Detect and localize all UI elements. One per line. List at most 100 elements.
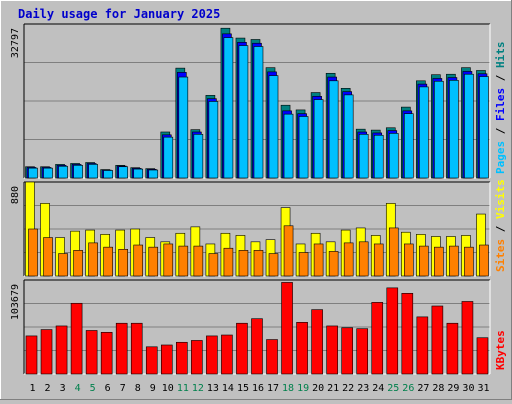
bar-pages: [88, 164, 98, 179]
chart-panels: 32797 Pages / Files / Hits 880 Sites / Visi…: [10, 23, 507, 375]
x-tick-label: 21: [327, 383, 339, 394]
x-tick-label: 3: [60, 383, 66, 394]
y-axis-max-label: 103679: [10, 284, 21, 320]
bar-sites: [238, 250, 249, 277]
bar-pages: [43, 167, 53, 179]
x-tick-label: 9: [150, 383, 156, 394]
bar-kbytes: [145, 346, 158, 375]
bar-sites: [268, 253, 279, 277]
right-legend: Sites / Visits: [494, 179, 507, 272]
bar-sites: [253, 250, 264, 277]
bar-kbytes: [401, 293, 414, 375]
bar-sites: [343, 242, 354, 277]
bar-pages: [178, 76, 189, 179]
bar-kbytes: [70, 302, 83, 375]
x-axis-labels: 1 2 3 4 5 6 7 8 9 10 11 12 13 14 15 16 17 18 19 20 21 22 23 24 2…: [30, 383, 490, 394]
bar-pages: [449, 80, 459, 179]
x-tick-label: 13: [207, 383, 219, 394]
bar-kbytes: [160, 344, 173, 375]
bar-kbytes: [326, 325, 338, 375]
bar-sites: [404, 243, 414, 277]
bar-sites: [193, 245, 204, 277]
bar-kbytes: [281, 282, 293, 375]
bar-pages: [313, 99, 324, 179]
x-tick-label: 17: [267, 383, 279, 394]
x-tick-label: 31: [477, 383, 489, 394]
bar-kbytes: [236, 322, 248, 375]
bar-sites: [449, 245, 459, 277]
x-tick-label: 2: [45, 383, 51, 394]
bar-pages: [404, 113, 414, 179]
bar-pages: [223, 37, 234, 179]
bar-kbytes: [386, 287, 399, 375]
x-tick-label: 24: [372, 383, 384, 394]
right-legend: KBytes: [494, 330, 507, 370]
x-tick-label: 1: [30, 383, 36, 394]
bar-kbytes: [311, 309, 323, 375]
bar-kbytes: [446, 322, 459, 375]
x-tick-label: 18: [282, 383, 294, 394]
y-axis-max-label: 880: [10, 186, 21, 204]
bar-pages: [103, 170, 113, 179]
bar-kbytes: [461, 301, 474, 375]
bar-pages: [58, 165, 68, 179]
bar-sites: [419, 245, 429, 277]
bar-sites: [283, 225, 294, 277]
bar-pages: [298, 116, 309, 179]
legend-hits: Hits: [494, 42, 507, 69]
legend-separator: /: [494, 219, 507, 239]
bar-kbytes: [221, 334, 233, 375]
bar-sites: [133, 244, 144, 277]
legend-files: Files: [494, 88, 507, 121]
x-tick-label: 5: [90, 383, 96, 394]
bar-sites: [313, 243, 324, 277]
bar-kbytes: [416, 316, 429, 375]
bar-pages: [419, 86, 429, 179]
bar-pages: [133, 168, 144, 179]
bar-pages: [283, 113, 294, 179]
bar-sites: [434, 246, 444, 277]
bar-kbytes: [191, 340, 203, 375]
bar-pages: [479, 76, 489, 179]
legend-visits: Visits: [494, 179, 507, 219]
bar-pages: [238, 45, 249, 179]
bar-sites: [298, 252, 309, 277]
bar-kbytes: [356, 328, 369, 375]
bar-pages: [148, 169, 159, 179]
bar-sites: [223, 247, 234, 277]
legend-pages: Pages: [494, 141, 507, 174]
bar-pages: [28, 167, 38, 179]
bar-kbytes: [176, 341, 188, 375]
bar-sites: [73, 250, 83, 277]
x-tick-label: 27: [417, 383, 429, 394]
x-tick-label: 7: [120, 383, 126, 394]
bar-kbytes: [266, 339, 278, 375]
bar-kbytes: [296, 322, 308, 375]
x-tick-label: 19: [297, 383, 309, 394]
bar-sites: [178, 245, 189, 277]
panel-1: 32797 Pages / Files / Hits: [10, 23, 507, 179]
bar-kbytes: [431, 305, 444, 375]
bar-sites: [28, 228, 38, 277]
bar-pages: [358, 134, 369, 179]
bar-pages: [163, 136, 174, 179]
bar-pages: [388, 133, 399, 179]
bar-sites: [464, 246, 474, 277]
x-tick-label: 20: [312, 383, 324, 394]
bar-sites: [328, 251, 339, 277]
bar-kbytes: [476, 337, 489, 375]
bar-pages: [208, 101, 219, 179]
legend-separator: /: [494, 121, 507, 141]
x-tick-label: 11: [177, 383, 189, 394]
x-tick-label: 8: [135, 383, 141, 394]
x-tick-label: 16: [252, 383, 264, 394]
legend-kbytes: KBytes: [494, 330, 507, 370]
chart-title: Daily usage for January 2025: [18, 7, 220, 21]
bar-pages: [373, 134, 384, 179]
bar-sites: [388, 227, 399, 277]
bar-pages: [73, 165, 83, 179]
x-tick-label: 26: [402, 383, 414, 394]
bar-kbytes: [130, 322, 143, 375]
panel-3: 103679 KBytes: [10, 279, 507, 375]
right-legend: Pages / Files / Hits: [494, 42, 507, 175]
